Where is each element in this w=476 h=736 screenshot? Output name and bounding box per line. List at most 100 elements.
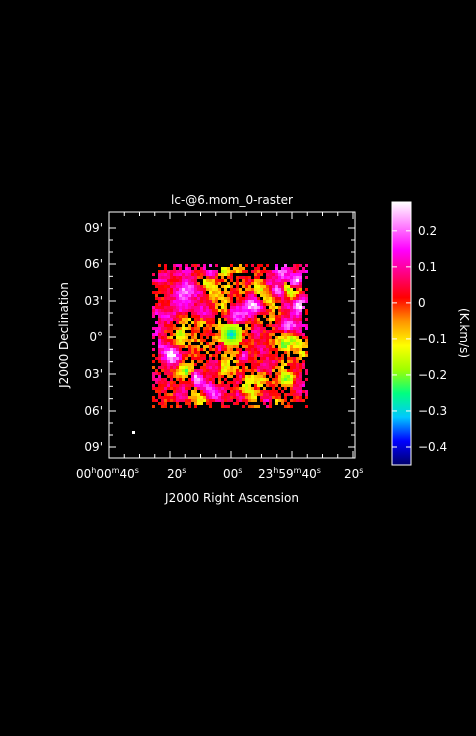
raster-pixel — [224, 339, 227, 342]
raster-pixel — [170, 285, 173, 288]
raster-pixel — [239, 288, 242, 291]
raster-pixel — [218, 318, 221, 321]
raster-pixel — [197, 399, 200, 402]
raster-pixel — [242, 372, 245, 375]
raster-pixel — [305, 270, 308, 273]
raster-pixel — [290, 363, 293, 366]
raster-pixel — [182, 297, 185, 300]
raster-pixel — [152, 405, 155, 408]
raster-pixel — [260, 351, 263, 354]
raster-pixel — [236, 402, 239, 405]
raster-pixel — [212, 282, 215, 285]
raster-pixel — [155, 309, 158, 312]
raster-pixel — [263, 366, 266, 369]
raster-pixel — [305, 264, 308, 267]
raster-pixel — [167, 291, 170, 294]
raster-pixel — [194, 303, 197, 306]
raster-pixel — [275, 279, 278, 282]
raster-pixel — [287, 309, 290, 312]
raster-pixel — [275, 318, 278, 321]
raster-pixel — [182, 333, 185, 336]
raster-pixel — [182, 288, 185, 291]
raster-pixel — [203, 300, 206, 303]
raster-pixel — [203, 315, 206, 318]
raster-pixel — [173, 279, 176, 282]
raster-pixel — [272, 303, 275, 306]
raster-pixel — [179, 348, 182, 351]
raster-pixel — [260, 390, 263, 393]
raster-pixel — [230, 303, 233, 306]
raster-pixel — [266, 297, 269, 300]
raster-pixel — [242, 282, 245, 285]
raster-pixel — [167, 396, 170, 399]
raster-pixel — [293, 270, 296, 273]
raster-pixel — [293, 279, 296, 282]
raster-pixel — [233, 342, 236, 345]
raster-pixel — [257, 270, 260, 273]
raster-pixel — [251, 345, 254, 348]
raster-pixel — [215, 264, 218, 267]
raster-pixel — [176, 318, 179, 321]
raster-pixel — [155, 399, 158, 402]
raster-pixel — [194, 330, 197, 333]
raster-pixel — [302, 354, 305, 357]
raster-pixel — [167, 312, 170, 315]
raster-pixel — [305, 300, 308, 303]
raster-pixel — [236, 312, 239, 315]
raster-pixel — [209, 297, 212, 300]
raster-pixel — [272, 294, 275, 297]
raster-pixel — [176, 366, 179, 369]
raster-pixel — [170, 306, 173, 309]
raster-pixel — [290, 318, 293, 321]
raster-pixel — [173, 351, 176, 354]
raster-pixel — [293, 342, 296, 345]
raster-pixel — [254, 393, 257, 396]
raster-pixel — [191, 285, 194, 288]
raster-pixel — [296, 375, 299, 378]
raster-pixel — [176, 354, 179, 357]
raster-pixel — [218, 282, 221, 285]
raster-pixel — [164, 393, 167, 396]
raster-pixel — [305, 318, 308, 321]
raster-pixel — [197, 318, 200, 321]
raster-pixel — [287, 297, 290, 300]
raster-pixel — [236, 393, 239, 396]
raster-pixel — [269, 330, 272, 333]
raster-pixel — [290, 276, 293, 279]
raster-pixel — [269, 351, 272, 354]
colorbar-tick-label: 0 — [418, 296, 426, 310]
raster-pixel — [275, 396, 278, 399]
raster-pixel — [284, 381, 287, 384]
raster-pixel — [164, 318, 167, 321]
raster-pixel — [200, 288, 203, 291]
raster-pixel — [245, 288, 248, 291]
raster-pixel — [299, 363, 302, 366]
raster-pixel — [173, 267, 176, 270]
raster-pixel — [206, 297, 209, 300]
raster-pixel — [188, 396, 191, 399]
raster-pixel — [263, 369, 266, 372]
raster-pixel — [227, 327, 230, 330]
raster-pixel — [176, 396, 179, 399]
raster-pixel — [173, 303, 176, 306]
raster-pixel — [245, 315, 248, 318]
raster-pixel — [164, 324, 167, 327]
raster-pixel — [257, 405, 260, 408]
raster-pixel — [284, 288, 287, 291]
raster-pixel — [194, 369, 197, 372]
raster-pixel — [272, 363, 275, 366]
raster-pixel — [179, 336, 182, 339]
raster-pixel — [191, 303, 194, 306]
raster-pixel — [299, 330, 302, 333]
raster-pixel — [206, 330, 209, 333]
raster-pixel — [236, 318, 239, 321]
raster-pixel — [185, 396, 188, 399]
raster-pixel — [296, 267, 299, 270]
raster-pixel — [209, 405, 212, 408]
raster-pixel — [212, 297, 215, 300]
raster-pixel — [218, 360, 221, 363]
raster-pixel — [302, 345, 305, 348]
raster-pixel — [266, 264, 269, 267]
raster-pixel — [212, 366, 215, 369]
raster-pixel — [158, 300, 161, 303]
